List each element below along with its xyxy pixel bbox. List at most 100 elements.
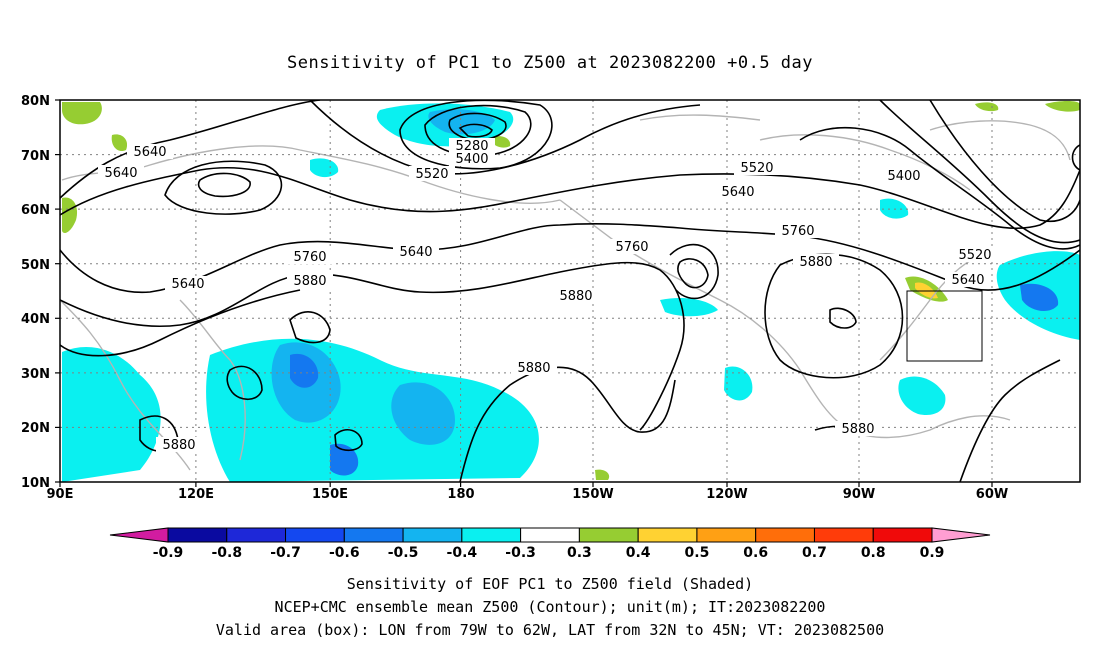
- contour-label: 5880: [559, 289, 592, 304]
- contour-label: 5880: [517, 361, 550, 376]
- map-frame: [59, 99, 1081, 483]
- contour-line: [669, 243, 719, 300]
- shade-negative-core-b: [391, 382, 455, 445]
- colorbar-tick-label: 0.8: [861, 545, 886, 561]
- colorbar-tick-label: 0.4: [626, 545, 651, 561]
- colorbar-tick-label: 0.7: [802, 545, 827, 561]
- colorbar-high-end: [931, 527, 991, 543]
- colorbar-tick-labels: -0.9 -0.8 -0.7 -0.6 -0.5 -0.4 -0.3 0.3 0.4 0.5 0.6…: [153, 545, 945, 561]
- longitude-labels: 90E 120E 150E 180 150W 120W 90W 60W: [47, 487, 1009, 502]
- lon-tick-label: 120W: [706, 487, 747, 502]
- contour-label: 5640: [951, 273, 984, 288]
- colorbar-cell: [637, 527, 698, 543]
- colorbar-cell: [343, 527, 404, 543]
- shade-negative-eastpac: [660, 298, 718, 317]
- colorbar-tick-label: -0.6: [329, 545, 360, 561]
- lon-tick-label: 150W: [572, 487, 613, 502]
- colorbar-tick-label: 0.5: [685, 545, 710, 561]
- caption-shading: Sensitivity of EOF PC1 to Z500 field (Sh…: [347, 575, 753, 593]
- contour-line: [448, 112, 507, 141]
- colorbar-tick-label: -0.8: [211, 545, 242, 561]
- shade-positive-arctic-east: [1045, 101, 1080, 112]
- shade-negative-siberia: [310, 158, 339, 178]
- colorbar-cells: [167, 527, 933, 543]
- lat-tick-label: 80N: [21, 94, 50, 109]
- contour-line: [60, 261, 685, 431]
- shade-positive-small: [595, 469, 610, 480]
- lat-tick-label: 50N: [21, 258, 50, 273]
- colorbar-cell: [696, 527, 757, 543]
- shade-positive-greenland: [975, 102, 999, 112]
- contour-line: [399, 100, 553, 170]
- gridlines: [60, 100, 1080, 482]
- lon-tick-label: 90W: [843, 487, 875, 502]
- colorbar-tick-label: -0.4: [447, 545, 478, 561]
- shade-negative-westpac: [62, 346, 161, 482]
- colorbar-cell: [461, 527, 522, 543]
- contour-label: 5880: [162, 438, 195, 453]
- contour-line: [959, 359, 1061, 482]
- shade-negative-core-d: [290, 353, 319, 388]
- lat-tick-label: 30N: [21, 367, 50, 382]
- contour-label: 5880: [841, 422, 874, 437]
- contour-label: 5640: [104, 166, 137, 181]
- contour-labels: 5640 5640 5280 5400 5520 5520 5400 5640 …: [98, 138, 998, 453]
- colorbar: -0.9 -0.8 -0.7 -0.6 -0.5 -0.4 -0.3 0.3 0.4 0.5 0.6…: [109, 527, 991, 561]
- colorbar-tick-label: 0.9: [920, 545, 945, 561]
- lat-tick-label: 40N: [21, 312, 50, 327]
- contour-label: 5640: [133, 145, 166, 160]
- colorbar-cell: [755, 527, 815, 543]
- lat-tick-label: 10N: [21, 476, 50, 491]
- contour-line: [60, 100, 321, 199]
- contour-line: [879, 100, 1080, 244]
- contour-line: [929, 100, 1080, 222]
- contour-line: [197, 172, 251, 198]
- colorbar-tick-label: -0.5: [388, 545, 419, 561]
- contour-label: 5640: [171, 277, 204, 292]
- colorbar-tick-label: -0.9: [153, 545, 184, 561]
- contour-label: 5520: [415, 167, 448, 182]
- contour-label: 5640: [721, 185, 754, 200]
- contour-label: 5280: [455, 139, 488, 154]
- contour-label: 5760: [781, 224, 814, 239]
- figure-title: Sensitivity of PC1 to Z500 at 2023082200…: [287, 53, 813, 73]
- contour-line: [424, 104, 532, 157]
- lon-tick-label: 60W: [976, 487, 1008, 502]
- contour-line: [459, 366, 676, 482]
- contour-line: [309, 100, 701, 175]
- contour-line: [829, 307, 857, 329]
- colorbar-cell: [813, 527, 874, 543]
- contour-line: [164, 160, 283, 215]
- shade-positive-scandinavia: [62, 197, 78, 233]
- shade-negative-mexico: [724, 366, 753, 401]
- shade-positive-arctic-west: [62, 102, 102, 125]
- lat-tick-label: 20N: [21, 421, 50, 436]
- contour-label: 5880: [799, 255, 832, 270]
- colorbar-cell: [520, 527, 580, 543]
- shade-positive-arctic-center: [490, 135, 511, 148]
- colorbar-tick-label: 0.6: [743, 545, 768, 561]
- colorbar-cell: [402, 527, 463, 543]
- contour-line: [60, 166, 1080, 230]
- shade-positive-newengland-core: [915, 282, 938, 299]
- contour-line: [677, 258, 709, 289]
- lon-tick-label: 150E: [312, 487, 348, 502]
- contour-line: [226, 365, 263, 401]
- map-panel: 5640 5640 5280 5400 5520 5520 5400 5640 …: [21, 94, 1081, 502]
- shade-positive-arctic-small: [111, 134, 128, 152]
- lat-tick-label: 60N: [21, 203, 50, 218]
- colorbar-cell: [872, 527, 933, 543]
- contour-line: [458, 123, 493, 138]
- shade-negative-caribbean: [898, 376, 946, 416]
- colorbar-cell: [226, 527, 287, 543]
- axis-ticks: [55, 99, 993, 487]
- latitude-labels: 80N 70N 60N 50N 40N 30N 20N 10N: [21, 94, 50, 491]
- z500-contours: [60, 100, 1080, 482]
- colorbar-cell: [167, 527, 228, 543]
- lat-tick-label: 70N: [21, 149, 50, 164]
- contour-line: [334, 428, 363, 452]
- colorbar-low-end: [109, 527, 169, 543]
- shade-negative-arctic-core: [428, 109, 495, 135]
- contour-label: 5880: [293, 274, 326, 289]
